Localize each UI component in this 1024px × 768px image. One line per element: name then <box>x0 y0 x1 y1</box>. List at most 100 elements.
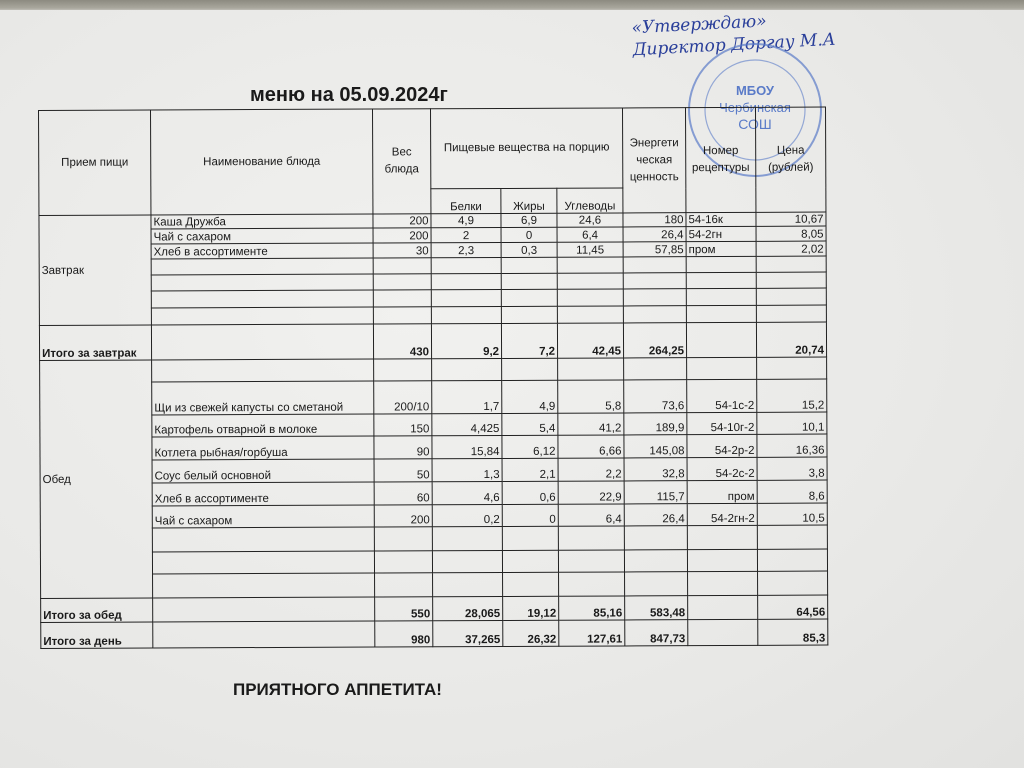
total-weight: 550 <box>374 596 433 622</box>
total-fat: 19,12 <box>502 596 559 621</box>
cell-dish <box>152 573 375 599</box>
header-dish: Наименование блюда <box>150 109 373 216</box>
cell-price: 2,02 <box>756 241 827 257</box>
cell-price <box>756 357 827 380</box>
cell-weight: 200/10 <box>373 380 432 415</box>
cell-dish <box>151 274 374 292</box>
cell-protein: 4,425 <box>431 413 502 436</box>
cell-carbs: 2,2 <box>558 457 625 482</box>
cell-recipe <box>687 571 758 596</box>
cell-dish: Хлеб в ассортименте <box>151 243 374 260</box>
document-page <box>0 10 1024 768</box>
cell-price: 15,2 <box>756 379 827 413</box>
total-recipe <box>687 619 758 646</box>
cell-dish: Соус белый основной <box>152 459 375 484</box>
total-weight: 980 <box>374 620 433 648</box>
cell-dish <box>151 307 374 326</box>
menu-table: Прием пищи Наименование блюда Вес блюда … <box>38 107 828 649</box>
cell-price: 8,6 <box>757 480 828 504</box>
cell-recipe <box>686 288 757 306</box>
total-recipe <box>687 595 758 620</box>
header-energy: Энергети ческая ценность <box>622 107 686 213</box>
cell-carbs <box>557 357 624 381</box>
cell-dish: Чай с сахаром <box>152 505 375 529</box>
cell-fat <box>501 273 558 290</box>
cell-carbs <box>558 571 625 597</box>
cell-weight <box>373 289 432 308</box>
cell-energy: 189,9 <box>623 412 687 435</box>
cell-protein <box>431 358 502 381</box>
cell-protein <box>431 257 502 274</box>
cell-energy <box>623 288 687 306</box>
cell-price <box>756 305 827 323</box>
cell-protein <box>431 306 502 324</box>
table-row: Котлета рыбная/горбуша 90 15,84 6,12 6,66 145… <box>40 434 828 461</box>
cell-dish <box>152 527 375 553</box>
cell-dish <box>151 258 374 276</box>
table-row: Щи из свежей капусты со сметаной 200/10 1,… <box>40 379 827 416</box>
cell-energy <box>623 357 687 380</box>
total-label: Итого за обед <box>40 598 153 623</box>
cell-energy: 180 <box>622 212 687 227</box>
cell-fat: 2,1 <box>502 458 559 482</box>
cell-protein: 4,9 <box>430 213 502 228</box>
cell-dish <box>151 290 374 309</box>
cell-fat: 5,4 <box>501 413 558 436</box>
total-recipe <box>686 322 757 358</box>
cell-fat: 0 <box>501 227 558 243</box>
cell-energy: 145,08 <box>623 434 688 458</box>
cell-dish: Чай с сахаром <box>151 228 374 245</box>
cell-fat <box>501 306 558 324</box>
total-protein: 28,065 <box>432 596 503 621</box>
cell-protein <box>431 273 502 290</box>
school-stamp: МБОУ Чербинская СОШ <box>688 43 822 177</box>
table-row <box>41 571 828 599</box>
cell-recipe: 54-1с-2 <box>686 379 757 413</box>
header-protein: Белки <box>430 188 501 214</box>
cell-dish <box>151 359 374 383</box>
cell-weight <box>373 358 432 382</box>
cell-recipe <box>687 525 758 550</box>
cell-protein <box>432 526 503 551</box>
cell-weight: 200 <box>373 227 432 244</box>
cell-dish: Котлета рыбная/горбуша <box>151 436 375 461</box>
cell-price: 8,05 <box>756 226 827 242</box>
cell-recipe <box>686 272 757 289</box>
cell-weight: 200 <box>372 213 432 229</box>
cell-weight <box>373 257 432 275</box>
cell-energy <box>623 272 687 289</box>
cell-protein <box>431 289 502 307</box>
cell-recipe <box>686 305 757 323</box>
cell-protein <box>432 572 503 597</box>
cell-energy: 26,4 <box>624 503 688 526</box>
cell-weight: 50 <box>374 458 433 483</box>
total-label: Итого за завтрак <box>39 325 152 361</box>
cell-protein <box>432 550 503 573</box>
cell-fat <box>502 550 559 573</box>
cell-recipe: 54-10г-2 <box>686 412 757 435</box>
cell-recipe: 54-16к <box>685 212 757 227</box>
cell-recipe <box>686 357 757 380</box>
total-row: Итого за завтрак 430 9,2 7,2 42,45 264,25 20,7… <box>39 322 827 361</box>
cell-price: 10,1 <box>756 412 827 435</box>
total-energy: 583,48 <box>624 595 688 620</box>
table-row: Соус белый основной 50 1,3 2,1 2,2 32,8 54-2с-… <box>40 457 828 484</box>
cell-carbs <box>558 525 625 551</box>
total-weight: 430 <box>373 323 432 360</box>
cell-weight: 150 <box>373 413 432 437</box>
cell-carbs: 24,6 <box>556 212 624 228</box>
total-energy: 847,73 <box>624 619 688 646</box>
cell-fat <box>502 572 559 597</box>
cell-protein: 1,7 <box>431 380 502 414</box>
breakfast-label: Завтрак <box>38 215 152 326</box>
cell-price: 10,5 <box>757 503 828 526</box>
cell-price <box>757 571 828 596</box>
cell-weight: 90 <box>373 435 433 460</box>
header-meal: Прием пищи <box>38 110 151 216</box>
cell-carbs: 6,4 <box>557 226 624 243</box>
total-dish <box>151 324 374 361</box>
cell-carbs <box>557 288 624 307</box>
cell-energy: 57,85 <box>623 241 687 257</box>
cell-fat <box>501 257 558 274</box>
cell-dish: Каша Дружба <box>150 214 374 230</box>
